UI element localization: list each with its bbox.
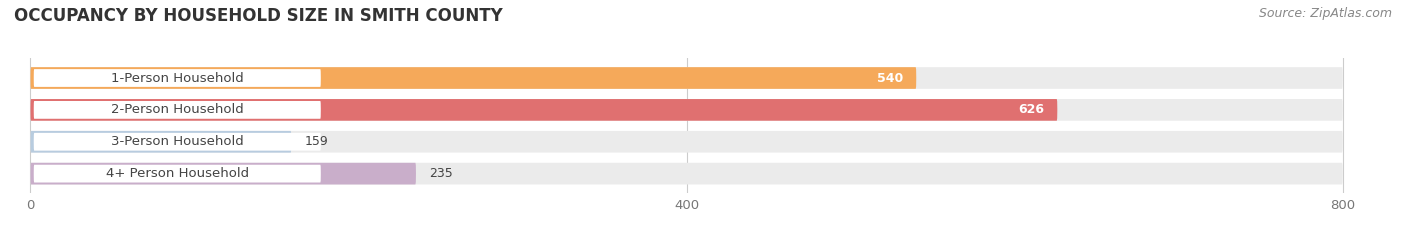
FancyBboxPatch shape — [34, 165, 321, 182]
Text: 2-Person Household: 2-Person Household — [111, 103, 243, 116]
FancyBboxPatch shape — [31, 163, 1343, 185]
FancyBboxPatch shape — [34, 101, 321, 119]
FancyBboxPatch shape — [34, 69, 321, 87]
FancyBboxPatch shape — [31, 67, 917, 89]
Text: 3-Person Household: 3-Person Household — [111, 135, 243, 148]
Text: 4+ Person Household: 4+ Person Household — [105, 167, 249, 180]
Text: 159: 159 — [304, 135, 328, 148]
Text: 1-Person Household: 1-Person Household — [111, 72, 243, 85]
FancyBboxPatch shape — [31, 99, 1343, 121]
Text: 540: 540 — [877, 72, 903, 85]
FancyBboxPatch shape — [31, 131, 291, 153]
Text: 235: 235 — [429, 167, 453, 180]
FancyBboxPatch shape — [31, 131, 1343, 153]
FancyBboxPatch shape — [31, 67, 1343, 89]
Text: OCCUPANCY BY HOUSEHOLD SIZE IN SMITH COUNTY: OCCUPANCY BY HOUSEHOLD SIZE IN SMITH COU… — [14, 7, 503, 25]
Text: 626: 626 — [1018, 103, 1045, 116]
FancyBboxPatch shape — [34, 133, 321, 151]
FancyBboxPatch shape — [31, 163, 416, 185]
FancyBboxPatch shape — [31, 99, 1057, 121]
Text: Source: ZipAtlas.com: Source: ZipAtlas.com — [1258, 7, 1392, 20]
